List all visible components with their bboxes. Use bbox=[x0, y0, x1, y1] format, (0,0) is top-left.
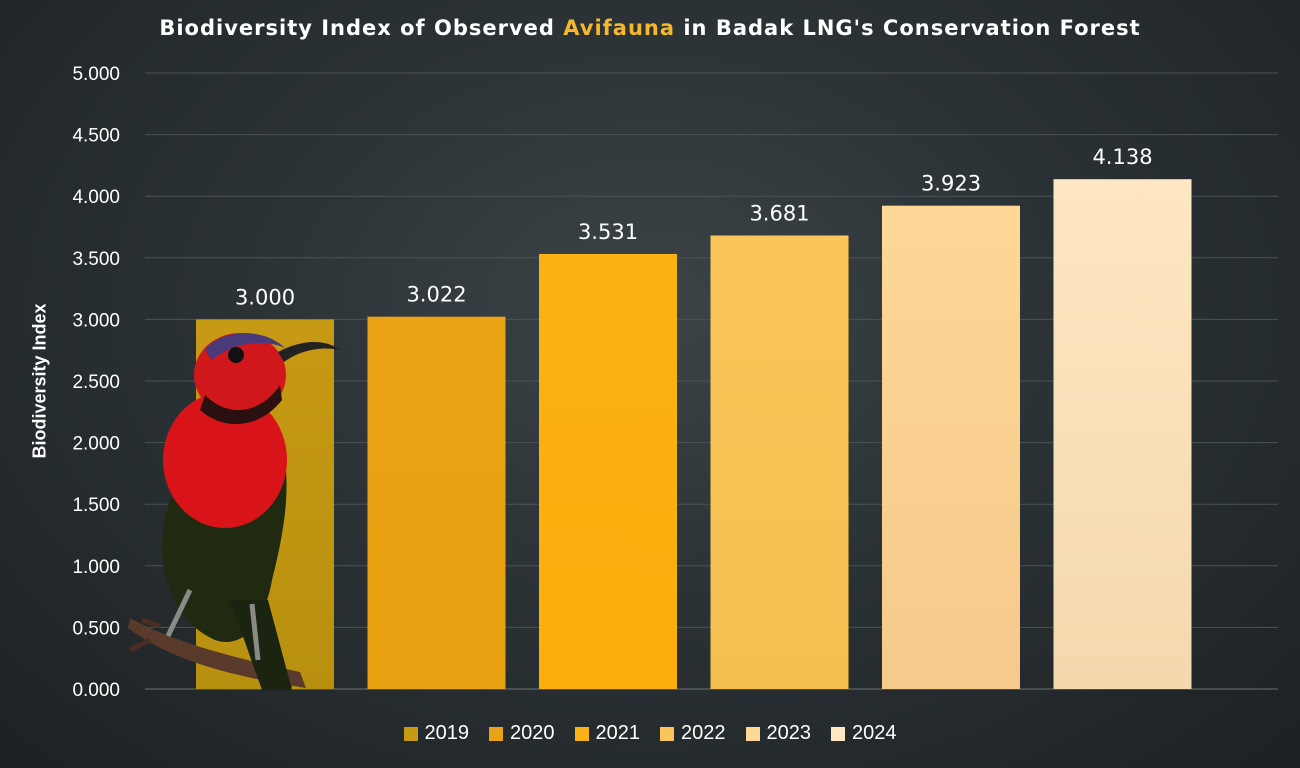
legend-label: 2023 bbox=[766, 722, 812, 744]
legend-item-2019: 2019 bbox=[403, 722, 470, 745]
legend-label: 2019 bbox=[424, 722, 470, 744]
legend-item-2020: 2020 bbox=[489, 722, 555, 745]
data-labels: 3.000 3.022 3.531 3.681 3.923 4.138 bbox=[235, 145, 1153, 309]
y-tick-labels: 0.000 0.500 1.000 1.500 2.000 2.500 3.000 3.500… bbox=[72, 64, 120, 701]
data-label-2023: 3.923 bbox=[921, 172, 981, 196]
legend-item-2021: 2021 bbox=[574, 722, 641, 745]
bar-2020 bbox=[367, 316, 506, 689]
data-label-2022: 3.681 bbox=[749, 202, 809, 226]
bar-2023 bbox=[882, 205, 1020, 689]
legend-label: 2020 bbox=[510, 722, 555, 744]
y-tick-label: 1.500 bbox=[72, 495, 120, 516]
y-tick-label: 0.500 bbox=[72, 618, 120, 639]
legend-item-2022: 2022 bbox=[660, 722, 726, 745]
data-label-2021: 3.531 bbox=[578, 220, 638, 244]
title-part-1: Biodiversity Index of Observed bbox=[159, 16, 564, 40]
data-label-2019: 3.000 bbox=[235, 285, 295, 309]
y-tick-label: 5.000 bbox=[72, 64, 120, 85]
legend-swatch bbox=[403, 726, 418, 741]
legend-swatch bbox=[574, 726, 589, 741]
bars bbox=[196, 179, 1192, 689]
bar-2024 bbox=[1053, 179, 1192, 689]
y-tick-label: 1.000 bbox=[72, 557, 120, 578]
bar-2021 bbox=[539, 253, 677, 689]
y-tick-label: 4.500 bbox=[72, 126, 120, 147]
y-tick-label: 3.000 bbox=[72, 310, 120, 331]
legend-swatch bbox=[489, 726, 503, 741]
title-highlight: Avifauna bbox=[563, 16, 676, 40]
title-part-2: in Badak LNG's Conservation Forest bbox=[675, 16, 1141, 40]
y-tick-label: 0.000 bbox=[72, 680, 120, 701]
legend-swatch bbox=[831, 726, 845, 741]
legend-swatch bbox=[660, 726, 674, 741]
data-label-2020: 3.022 bbox=[406, 283, 466, 307]
legend-item-2023: 2023 bbox=[745, 722, 812, 745]
y-tick-label: 4.000 bbox=[72, 187, 120, 208]
data-label-2024: 4.138 bbox=[1092, 145, 1152, 169]
red-sunbird-photo bbox=[128, 333, 340, 690]
legend: 2019 2020 2021 2022 2023 2024 bbox=[0, 722, 1300, 745]
legend-label: 2024 bbox=[852, 722, 897, 744]
chart-title: Biodiversity Index of Observed Avifauna … bbox=[0, 16, 1300, 40]
legend-swatch bbox=[745, 726, 760, 741]
y-tick-label: 3.500 bbox=[72, 249, 120, 270]
bar-2022 bbox=[710, 235, 849, 689]
y-tick-label: 2.000 bbox=[72, 434, 120, 455]
y-tick-label: 2.500 bbox=[72, 372, 120, 393]
legend-label: 2022 bbox=[681, 722, 726, 744]
legend-label: 2021 bbox=[595, 722, 641, 744]
legend-item-2024: 2024 bbox=[831, 722, 897, 745]
